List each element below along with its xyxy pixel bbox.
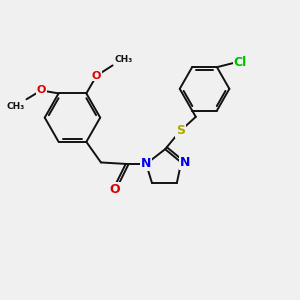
Text: S: S <box>176 124 185 137</box>
Text: Cl: Cl <box>234 56 247 69</box>
Text: CH₃: CH₃ <box>7 102 25 111</box>
Text: N: N <box>179 156 190 169</box>
Text: CH₃: CH₃ <box>115 55 133 64</box>
Text: O: O <box>36 85 46 95</box>
Text: O: O <box>110 183 120 196</box>
Text: N: N <box>141 158 152 170</box>
Text: O: O <box>92 71 101 81</box>
